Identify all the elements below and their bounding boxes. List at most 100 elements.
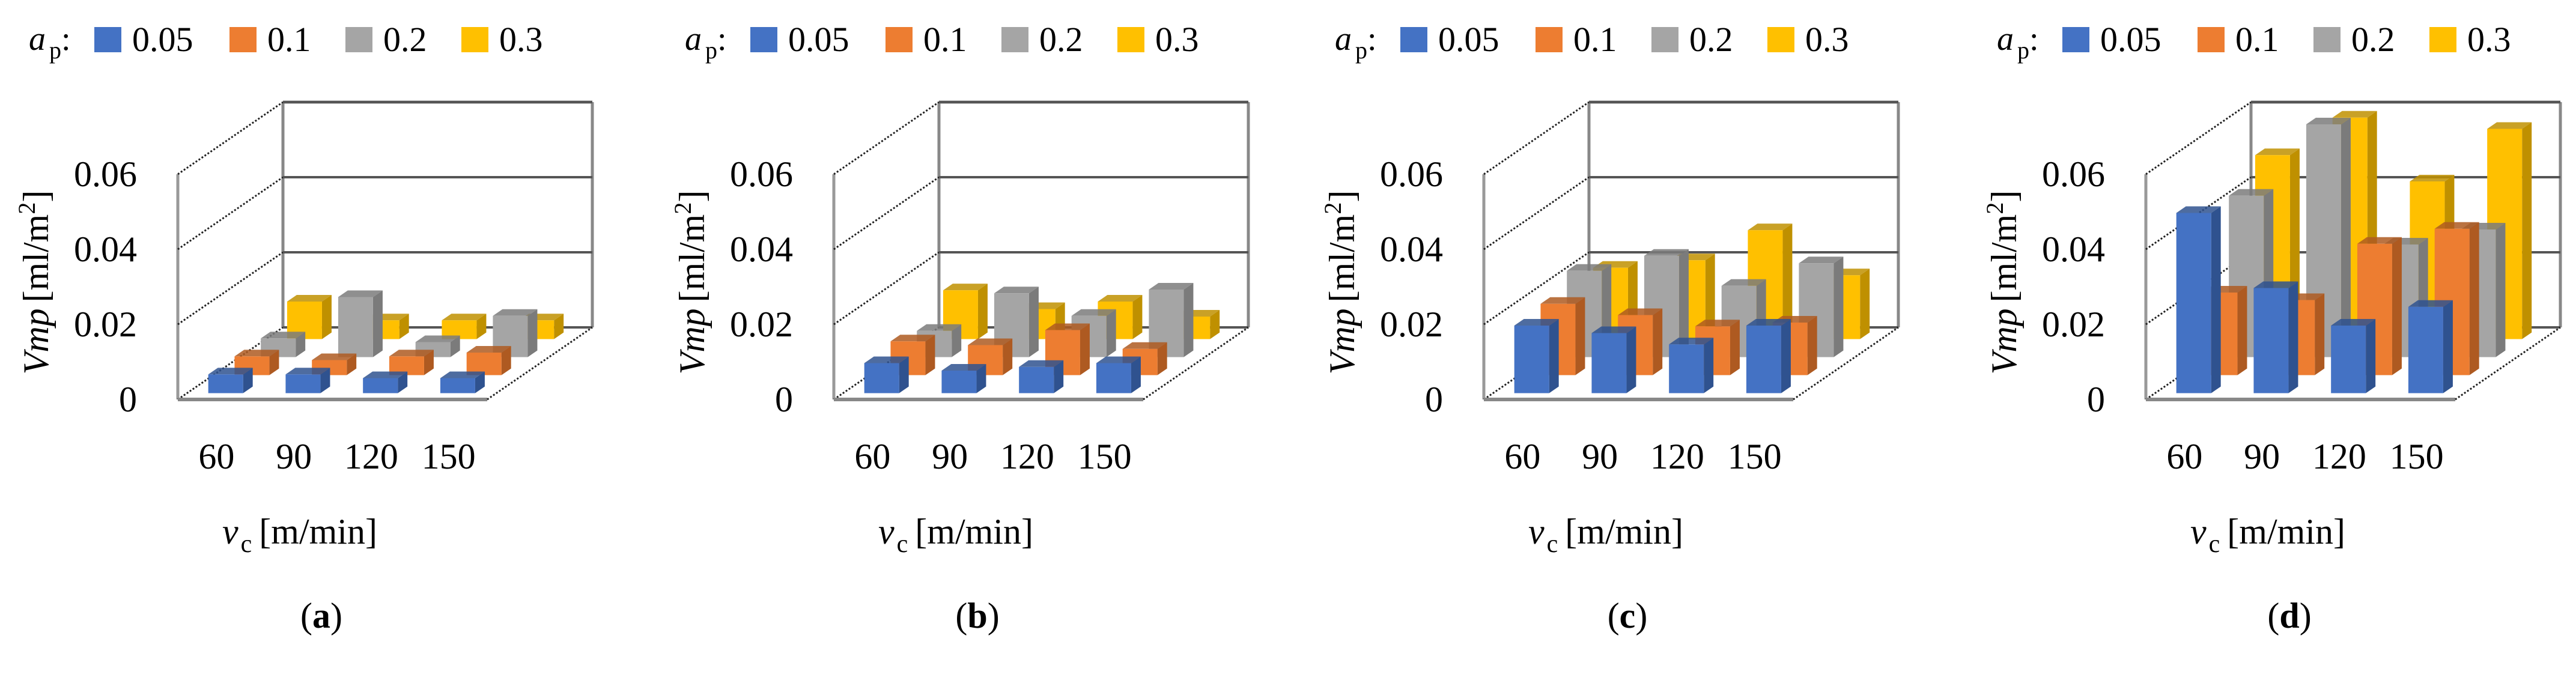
bar-side-face <box>1833 256 1844 357</box>
legend-swatch <box>345 27 372 52</box>
bar-front-face <box>285 374 321 393</box>
caption-letter: a <box>312 596 330 636</box>
y-label-symbol: Vmp <box>672 308 712 374</box>
legend-swatch <box>2429 27 2456 52</box>
bar-front-face <box>1514 326 1549 393</box>
bar-top-face <box>2357 237 2402 244</box>
x-tick-label: 120 <box>344 437 398 476</box>
y-label-symbol: Vmp <box>1322 308 1362 374</box>
bar-top-face <box>941 364 986 371</box>
side-gridline <box>1483 101 1590 175</box>
legend-swatch <box>2062 27 2089 52</box>
caption-open-paren: ( <box>955 596 967 636</box>
bar-side-face <box>1860 269 1870 339</box>
panel-caption: (c) <box>1608 596 1648 636</box>
bar-side-face <box>527 309 538 357</box>
bar-side-face <box>1730 320 1740 375</box>
bar-side-face <box>1054 360 1064 393</box>
x-tick-label: 120 <box>2312 437 2366 476</box>
bar-side-face <box>1705 253 1715 339</box>
bar-0.05-90 <box>285 368 330 393</box>
caption-open-paren: ( <box>300 596 312 636</box>
x-label-unit: [m/min] <box>259 512 377 551</box>
bar-top-face <box>208 368 253 375</box>
y-tick-label: 0.06 <box>2042 154 2105 194</box>
legend-swatch <box>886 27 913 52</box>
bar-side-face <box>1653 308 1663 375</box>
bar-top-face <box>312 353 357 360</box>
x-label-symbol: v <box>2190 512 2207 551</box>
x-tick-label: 90 <box>932 437 968 476</box>
legend-title: a p: <box>685 20 727 64</box>
chart-svg: a p: 0.05 0.1 0.2 0.3 0 0.02 0.04 0.06 60 90 120 150 v… <box>1981 20 2562 636</box>
bar-top-face <box>1644 249 1689 256</box>
bar-front-face <box>1669 344 1704 393</box>
bar-side-face <box>399 314 409 339</box>
caption-close-paren: ) <box>988 596 1000 636</box>
bar-side-face <box>347 353 357 375</box>
bar-front-face <box>338 297 373 357</box>
bar-top-face <box>285 368 330 375</box>
caption-letter: d <box>2279 596 2299 636</box>
bar-side-face <box>2443 300 2453 393</box>
bar-top-face <box>1122 342 1167 349</box>
side-gridline <box>177 176 284 250</box>
bar-side-face <box>976 364 986 393</box>
legend-swatch <box>1400 27 1427 52</box>
legend-label: 0.2 <box>2351 20 2395 59</box>
caption-letter: c <box>1620 596 1636 636</box>
y-tick-label: 0.02 <box>74 305 137 344</box>
x-axis-label: vc [m/min] <box>222 512 377 558</box>
bar-top-face <box>287 295 332 302</box>
bar-top-face <box>2331 319 2376 326</box>
x-tick-label: 60 <box>2166 437 2202 476</box>
bar-top-face <box>1799 256 1844 264</box>
bar-side-face <box>475 371 485 393</box>
y-tick-label: 0 <box>1425 380 1443 419</box>
bar-side-face <box>2392 237 2402 375</box>
bar-side-face <box>1106 309 1116 357</box>
bar-side-face <box>476 314 487 339</box>
bar-side-face <box>1704 338 1714 393</box>
x-tick-label: 150 <box>1728 437 1782 476</box>
bar-top-face <box>363 371 408 378</box>
bar-0.05-150 <box>1096 356 1141 393</box>
bar-front-face <box>1096 363 1131 393</box>
side-gridline <box>1483 251 1590 326</box>
bar-top-face <box>1567 264 1612 271</box>
floor-right-edge <box>2455 326 2561 401</box>
bar-0.05-90 <box>941 364 986 393</box>
y-tick-label: 0 <box>119 380 137 419</box>
x-label-symbol: v <box>1528 512 1545 551</box>
bar-side-face <box>1157 342 1167 375</box>
y-tick-label: 0.02 <box>730 305 793 344</box>
bar-0.05-60 <box>1514 319 1559 393</box>
legend: a p: 0.05 0.1 0.2 0.3 <box>1997 20 2511 64</box>
legend-label: 0.1 <box>1573 20 1617 59</box>
x-tick-label: 60 <box>1504 437 1540 476</box>
bar-top-face <box>917 324 962 331</box>
bar-top-face <box>1540 297 1585 304</box>
bar-front-face <box>363 378 398 393</box>
y-label-close: ] <box>1984 190 2024 202</box>
y-label-symbol: Vmp <box>16 308 56 374</box>
bar-side-face <box>2366 319 2376 393</box>
bar-side-face <box>243 368 253 393</box>
bar-front-face <box>466 353 502 375</box>
legend-symbol: a <box>1997 20 2014 58</box>
bar-side-face <box>2496 223 2506 357</box>
bar-top-face <box>2255 148 2300 156</box>
y-label-unit: [ml/m <box>672 214 712 303</box>
bar-side-face <box>1132 295 1143 339</box>
bar-0.2-60 <box>261 332 306 357</box>
caption-close-paren: ) <box>330 596 342 636</box>
bar-front-face <box>2253 288 2289 393</box>
bar-side-face <box>899 356 909 393</box>
bar-front-face <box>2331 326 2366 393</box>
bar-top-face <box>2434 222 2479 229</box>
bar-top-face <box>1748 223 1793 231</box>
bar-top-face <box>2229 189 2274 196</box>
x-label-symbol: v <box>222 512 238 551</box>
bar-0.05-90 <box>2253 281 2298 393</box>
bar-top-face <box>890 335 935 342</box>
